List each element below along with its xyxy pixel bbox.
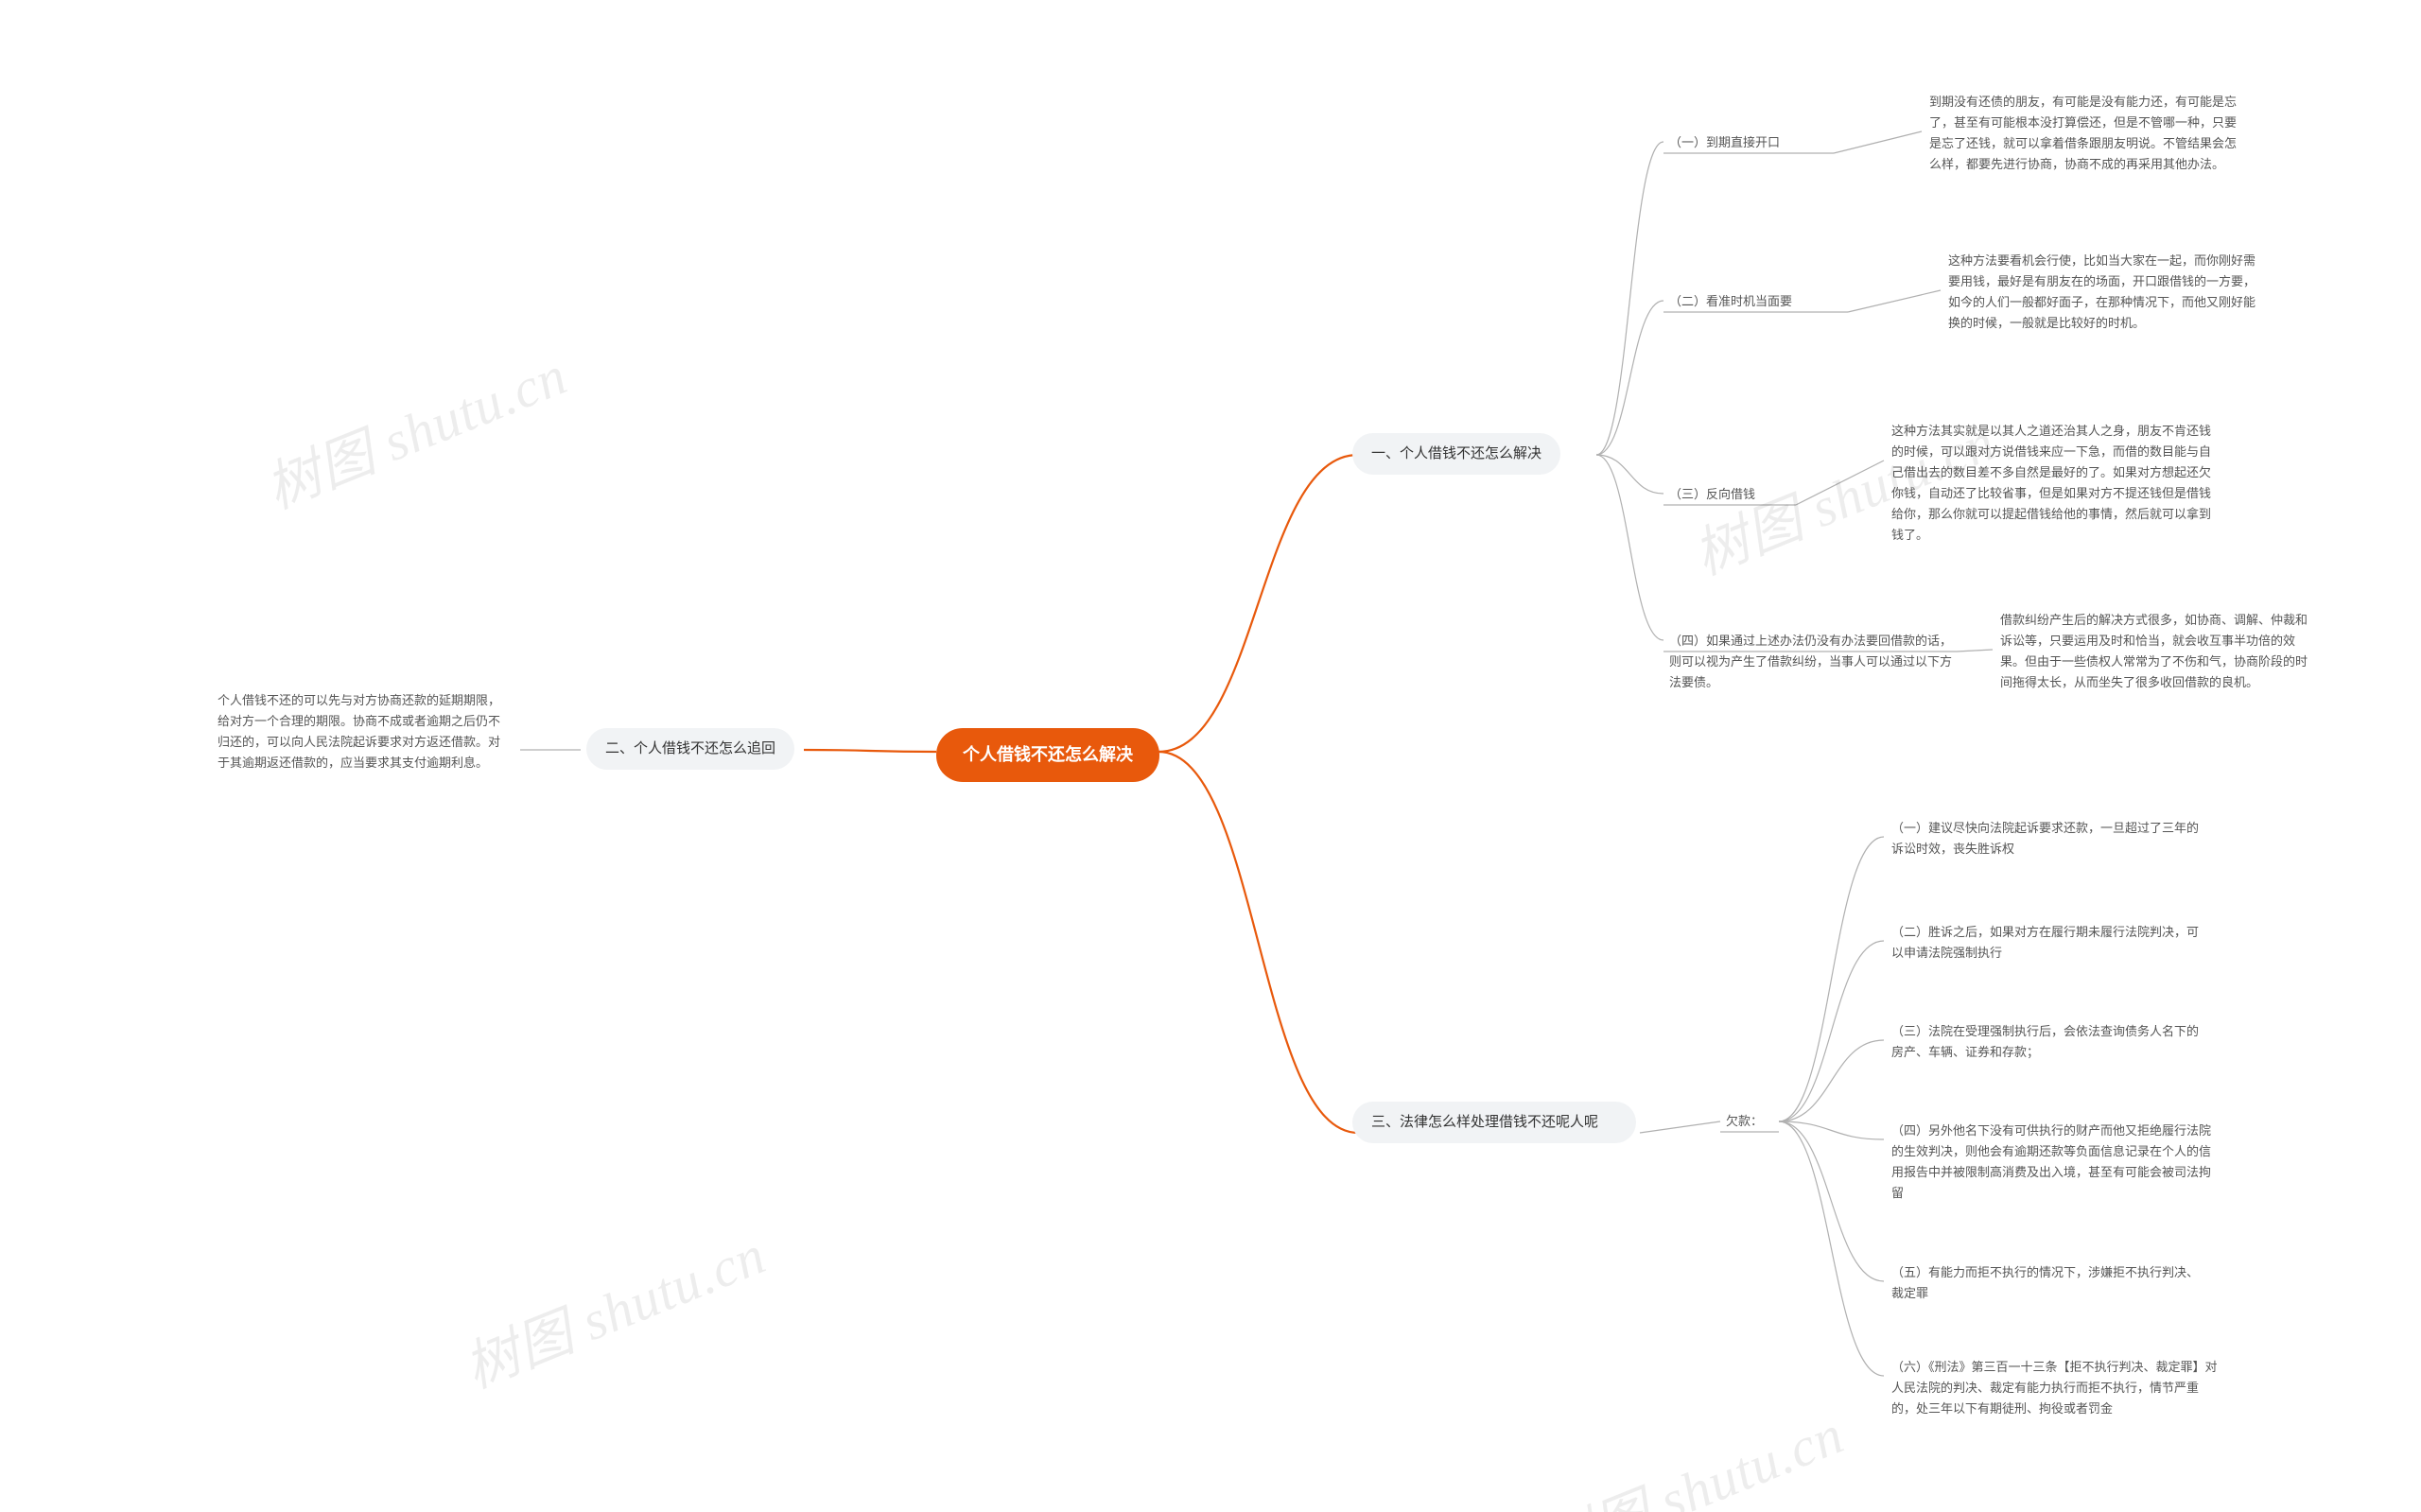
rb1-body-1: 这种方法要看机会行使，比如当大家在一起，而你刚好需要用钱，最好是有朋友在的场面，… [1948,251,2260,334]
rb1-title-3: （四）如果通过上述办法仍没有办法要回借款的话，则可以视为产生了借款纠纷，当事人可… [1669,631,1953,693]
rb2-leaf-3: （四）另外他名下没有可供执行的财产而他又拒绝履行法院的生效判决，则他会有逾期还款… [1891,1121,2218,1204]
rb2-leaf-1: （二）胜诉之后，如果对方在履行期未履行法院判决，可以申请法院强制执行 [1891,922,2203,964]
rb1-title-2: （三）反向借钱 [1669,484,1792,505]
rb1-body-3: 借款纠纷产生后的解决方式很多，如协商、调解、仲裁和诉讼等，只要运用及时和恰当，就… [2000,610,2312,693]
branch-left: 二、个人借钱不还怎么追回 [586,728,794,770]
branch-right-1: 一、个人借钱不还怎么解决 [1352,433,1560,475]
rb2-leaf-4: （五）有能力而拒不执行的情况下，涉嫌拒不执行判决、裁定罪 [1891,1262,2203,1304]
rb1-body-0: 到期没有还债的朋友，有可能是没有能力还，有可能是忘了，甚至有可能根本没打算偿还，… [1929,92,2241,175]
rb2-leaf-5: （六）《刑法》第三百一十三条【拒不执行判决、裁定罪】对人民法院的判决、裁定有能力… [1891,1357,2218,1419]
rb1-body-2: 这种方法其实就是以其人之道还治其人之身，朋友不肯还钱的时候，可以跟对方说借钱来应… [1891,421,2218,547]
branch-right-2: 三、法律怎么样处理借钱不还呢人呢 [1352,1102,1636,1143]
rb2-leaf-2: （三）法院在受理强制执行后，会依法查询债务人名下的房产、车辆、证券和存款； [1891,1021,2203,1063]
rb2-leaf-0: （一）建议尽快向法院起诉要求还款，一旦超过了三年的诉讼时效，丧失胜诉权 [1891,818,2203,860]
leaf-left: 个人借钱不还的可以先与对方协商还款的延期期限，给对方一个合理的期限。协商不成或者… [218,690,511,773]
rb2-mid: 欠款： [1726,1111,1792,1132]
rb1-title-0: （一）到期直接开口 [1669,132,1830,153]
root-node: 个人借钱不还怎么解决 [936,728,1159,782]
rb1-title-1: （二）看准时机当面要 [1669,291,1844,312]
